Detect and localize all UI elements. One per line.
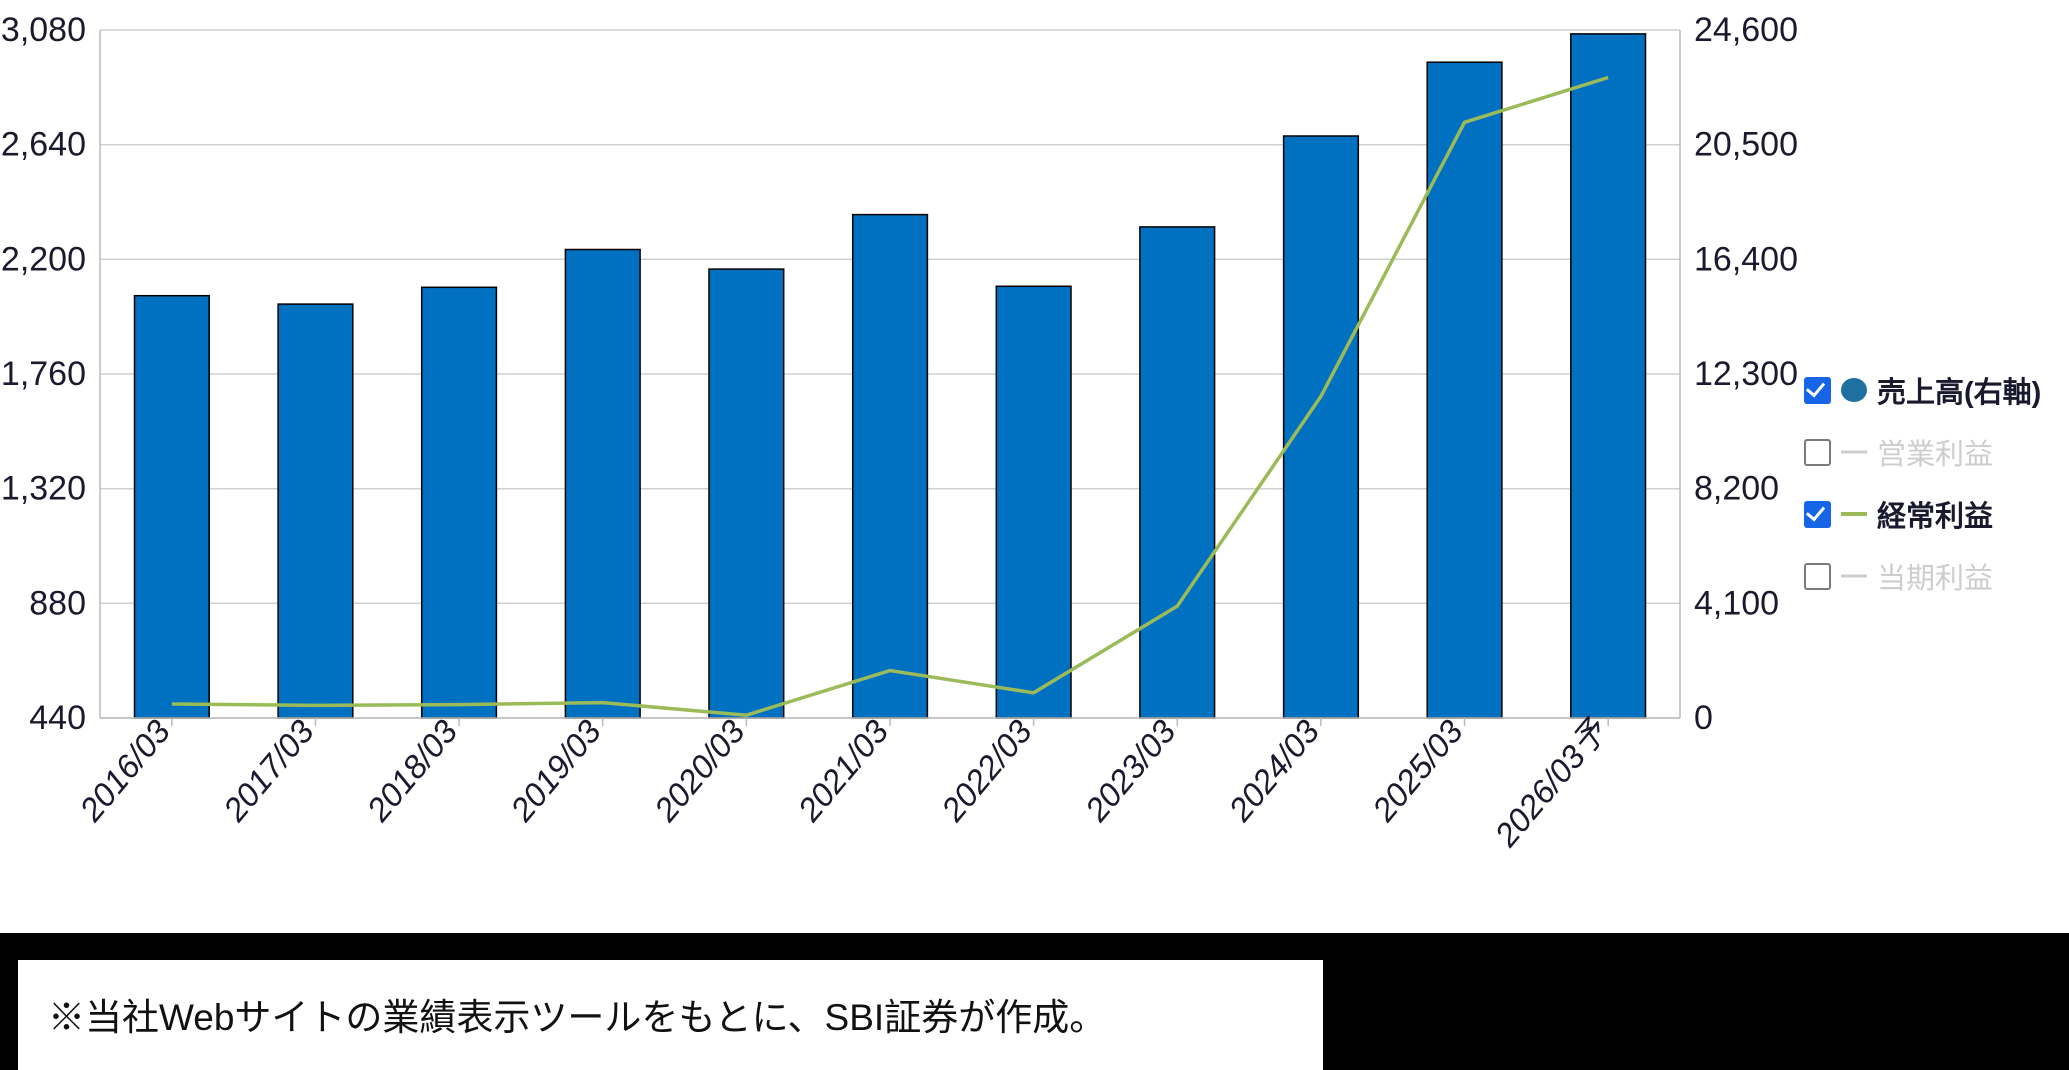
svg-text:3,080: 3,080 bbox=[1, 11, 86, 49]
svg-text:20,500: 20,500 bbox=[1694, 126, 1798, 164]
svg-text:24,600: 24,600 bbox=[1694, 11, 1798, 49]
svg-text:2,200: 2,200 bbox=[1, 240, 86, 278]
svg-text:2,640: 2,640 bbox=[1, 126, 86, 164]
svg-text:880: 880 bbox=[29, 584, 86, 622]
svg-text:440: 440 bbox=[29, 699, 86, 737]
svg-text:1,760: 1,760 bbox=[1, 355, 86, 393]
svg-text:1,320: 1,320 bbox=[1, 470, 86, 508]
svg-text:4,100: 4,100 bbox=[1694, 584, 1779, 622]
svg-text:16,400: 16,400 bbox=[1694, 240, 1798, 278]
svg-text:8,200: 8,200 bbox=[1694, 470, 1779, 508]
svg-text:12,300: 12,300 bbox=[1694, 355, 1798, 393]
svg-text:0: 0 bbox=[1694, 699, 1713, 737]
